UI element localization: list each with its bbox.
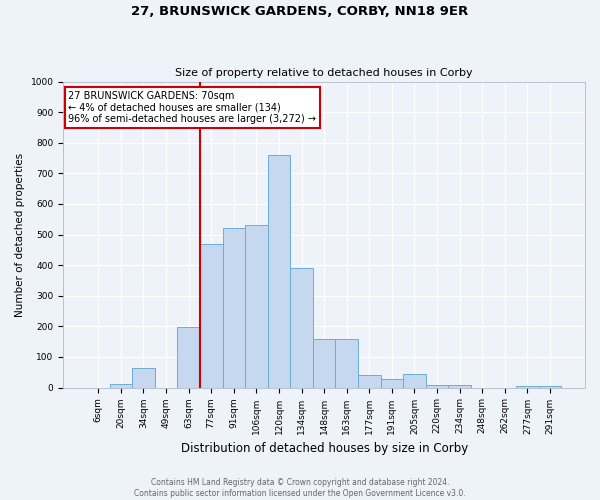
Y-axis label: Number of detached properties: Number of detached properties — [15, 152, 25, 316]
Bar — [268, 155, 290, 388]
Text: 27, BRUNSWICK GARDENS, CORBY, NN18 9ER: 27, BRUNSWICK GARDENS, CORBY, NN18 9ER — [131, 5, 469, 18]
Text: 27 BRUNSWICK GARDENS: 70sqm
← 4% of detached houses are smaller (134)
96% of sem: 27 BRUNSWICK GARDENS: 70sqm ← 4% of deta… — [68, 90, 316, 124]
Bar — [290, 268, 313, 388]
Bar — [335, 338, 358, 388]
Bar — [358, 374, 380, 388]
Bar — [448, 385, 471, 388]
Bar — [403, 374, 426, 388]
Bar — [313, 338, 335, 388]
Bar — [539, 386, 561, 388]
Bar — [178, 328, 200, 388]
Bar — [380, 379, 403, 388]
Bar — [223, 228, 245, 388]
Bar — [245, 226, 268, 388]
Bar — [516, 386, 539, 388]
Bar — [426, 384, 448, 388]
Bar — [200, 244, 223, 388]
Text: Contains HM Land Registry data © Crown copyright and database right 2024.
Contai: Contains HM Land Registry data © Crown c… — [134, 478, 466, 498]
Title: Size of property relative to detached houses in Corby: Size of property relative to detached ho… — [175, 68, 473, 78]
Bar — [110, 384, 132, 388]
Bar — [132, 368, 155, 388]
X-axis label: Distribution of detached houses by size in Corby: Distribution of detached houses by size … — [181, 442, 468, 455]
